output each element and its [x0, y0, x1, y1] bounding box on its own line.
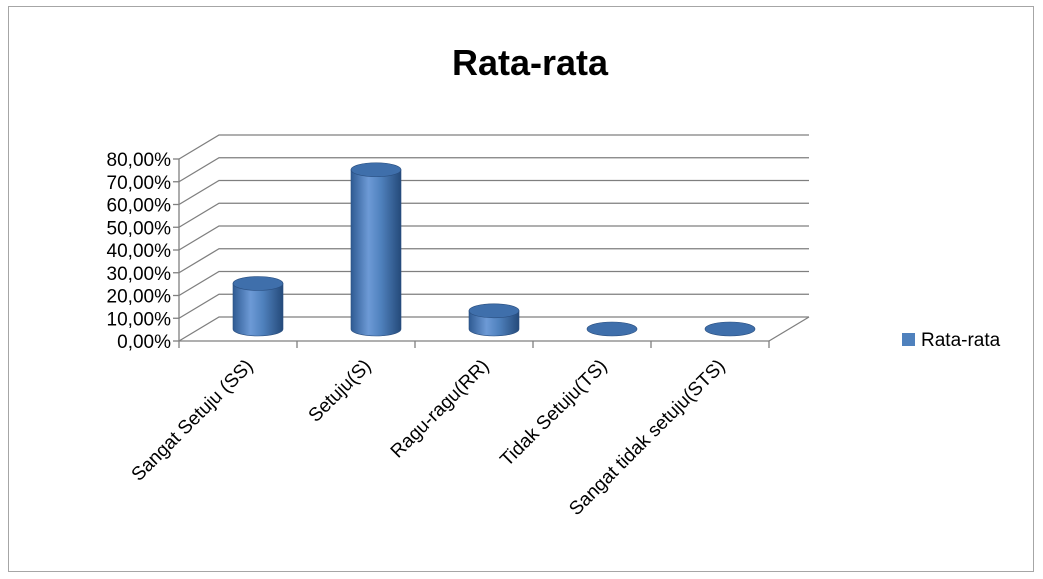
chart-frame: Rata-rata 0,00% 10,00% 20,00% 30,00% 40,00% 5… — [8, 6, 1034, 572]
gridline — [178, 134, 809, 160]
floor-edge — [768, 316, 810, 342]
y-tick-label: 80,00% — [107, 150, 172, 171]
y-tick-label: 10,00% — [107, 309, 172, 330]
bar-layer — [232, 162, 756, 337]
x-tick-label: Setuju(S) — [305, 356, 376, 427]
y-tick-label: 30,00% — [107, 264, 172, 285]
bar — [468, 303, 520, 337]
bar-top — [704, 321, 756, 337]
bar-body — [350, 169, 402, 337]
y-tick-label: 0,00% — [117, 332, 171, 353]
chart-svg: Rata-rata 0,00%10,00%20,00%30,00%40,00%5… — [107, 42, 1001, 520]
y-tick-labels: 0,00%10,00%20,00%30,00%40,00%50,00%60,00… — [107, 150, 172, 353]
y-tick-label: 50,00% — [107, 218, 172, 239]
bar-body — [232, 283, 284, 337]
chart-title: Rata-rata — [452, 42, 609, 83]
bar-top — [468, 303, 520, 319]
gridline — [178, 179, 809, 206]
x-tick-label: Sangat Setuju (SS) — [128, 356, 258, 486]
gridline — [178, 225, 809, 251]
bar — [704, 321, 756, 337]
gridline — [178, 202, 809, 228]
gridline — [178, 293, 809, 319]
y-tick-label: 40,00% — [107, 241, 172, 262]
bar — [350, 162, 402, 337]
gridline — [178, 316, 809, 342]
gridline — [178, 270, 809, 297]
bar — [232, 276, 284, 337]
x-tick-label: Tidak Setuju(TS) — [496, 356, 611, 471]
x-tick-labels: Sangat Setuju (SS) Setuju(S) Ragu-ragu(RR)… — [128, 356, 730, 520]
bar-top — [232, 276, 284, 291]
gridline — [178, 248, 809, 274]
legend-label: Rata-rata — [921, 330, 1001, 351]
legend: Rata-rata — [902, 330, 1001, 351]
bar-top — [350, 162, 402, 178]
y-tick-label: 60,00% — [107, 196, 172, 217]
y-tick-label: 20,00% — [107, 287, 172, 308]
gridline — [178, 157, 809, 183]
grid-layer — [178, 134, 809, 342]
y-tick-label: 70,00% — [107, 173, 172, 194]
bar — [586, 321, 638, 337]
bar-top — [586, 321, 638, 337]
x-tick-label: Ragu-ragu(RR) — [387, 356, 494, 463]
legend-swatch — [902, 333, 915, 346]
axis-layer — [173, 158, 810, 348]
